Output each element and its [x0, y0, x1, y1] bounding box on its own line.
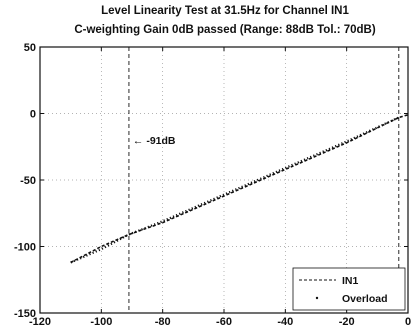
legend-box	[292, 267, 406, 311]
x-tick-label: 0	[405, 316, 411, 327]
series-line-overload	[70, 116, 400, 264]
x-tick-label: -100	[90, 316, 112, 327]
x-tick-label: -40	[277, 316, 293, 327]
legend-label-overload: Overload	[342, 293, 388, 305]
legend-swatch-overload	[315, 296, 319, 300]
chart-subtitle: C-weighting Gain 0dB passed (Range: 88dB…	[74, 24, 376, 36]
y-tick-label: -150	[14, 308, 36, 320]
series	[70, 114, 409, 264]
legend: IN1 Overload	[292, 267, 406, 311]
grid	[40, 47, 408, 313]
y-tick-label: -50	[20, 175, 36, 187]
x-tick-label: -20	[339, 316, 355, 327]
vertical-marker-label: ← -91dB	[133, 135, 176, 147]
x-tick-label: -60	[216, 316, 232, 327]
x-tick-label: -80	[155, 316, 171, 327]
x-tick-label: -120	[29, 316, 51, 327]
x-axis-ticks: -120 -100 -80 -60 -40 -20 0	[29, 47, 411, 327]
legend-label-in1: IN1	[342, 275, 359, 287]
series-line-in1	[70, 114, 409, 264]
y-tick-label: 50	[24, 42, 36, 54]
y-tick-label: 0	[30, 109, 36, 121]
y-tick-label: -100	[14, 242, 36, 254]
chart-title: Level Linearity Test at 31.5Hz for Chann…	[101, 5, 349, 17]
y-axis-ticks: -150 -100 -50 0 50	[14, 42, 408, 320]
